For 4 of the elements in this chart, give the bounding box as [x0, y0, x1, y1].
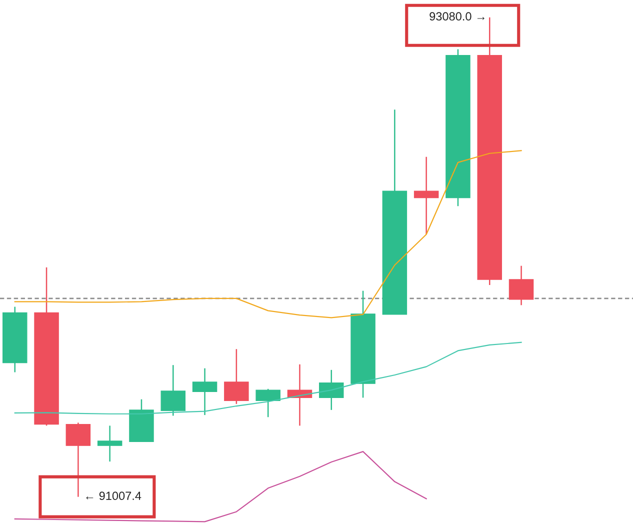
- annotation: ← 91007.4: [86, 492, 142, 500]
- candlestick: [97, 425, 122, 462]
- candlestick: [414, 156, 439, 235]
- annotation: 93080.0 →: [430, 12, 484, 21]
